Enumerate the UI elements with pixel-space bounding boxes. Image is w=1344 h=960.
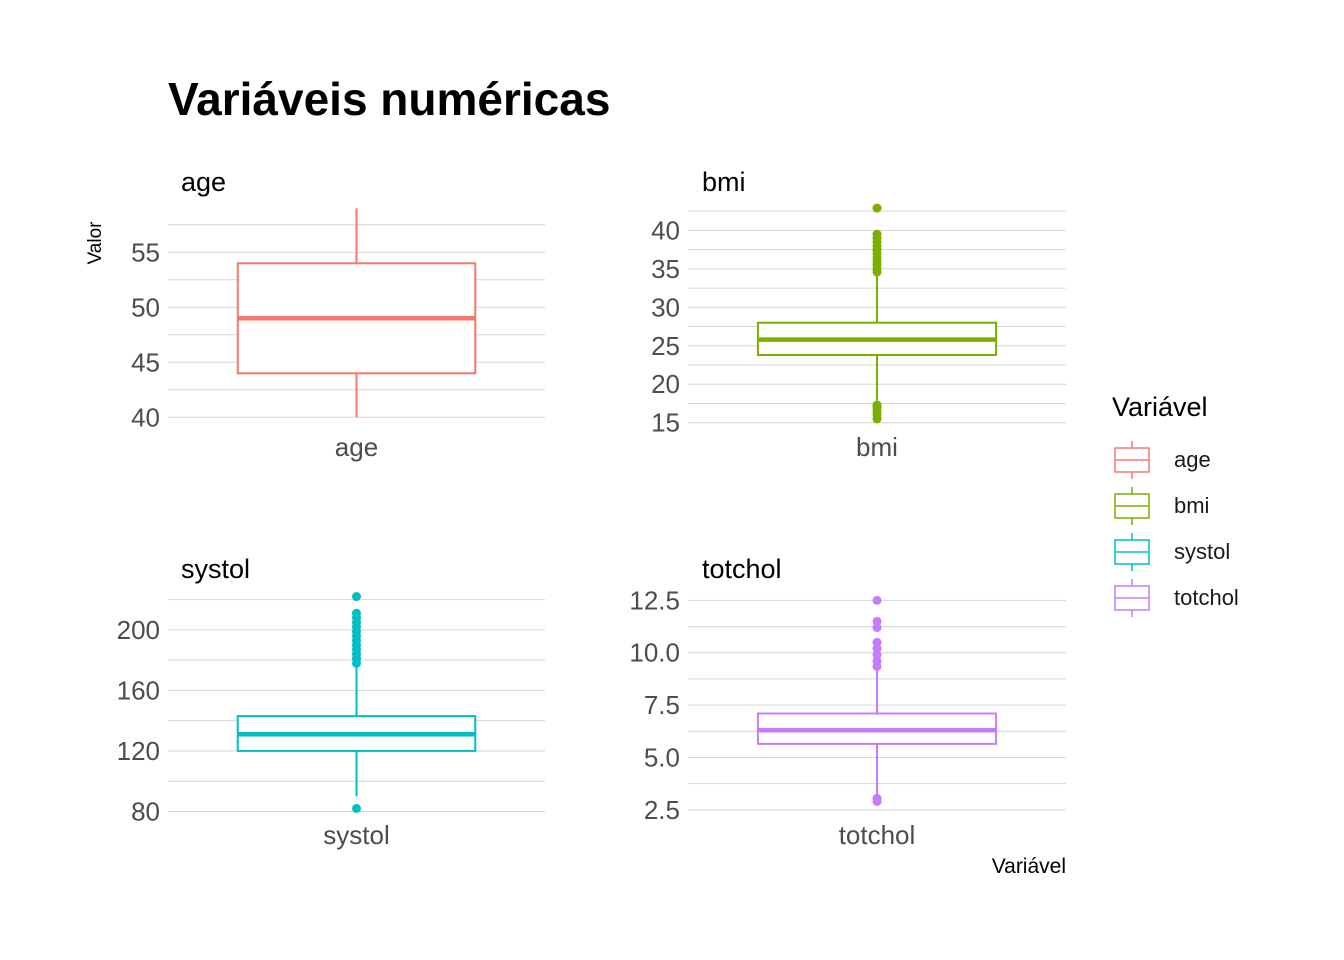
legend-label: totchol — [1174, 585, 1239, 610]
panel-title: bmi — [702, 167, 746, 197]
legend-key-age — [1114, 441, 1150, 479]
y-tick-label: 40 — [131, 402, 160, 432]
panel-title: totchol — [702, 554, 782, 584]
x-axis-label: Variável — [991, 855, 1066, 878]
outlier-point — [352, 608, 361, 618]
legend-label: age — [1174, 447, 1211, 472]
y-tick-label: 12.5 — [629, 585, 680, 615]
panel-totchol: totchol 2.5 5.0 7.5 10.0 12.5 totchol — [629, 554, 1066, 850]
outlier-point — [872, 623, 882, 633]
x-tick-label: totchol — [839, 820, 916, 850]
outlier-point — [872, 203, 882, 213]
x-tick-label: age — [335, 432, 378, 462]
outlier-point — [352, 592, 361, 602]
y-tick-label: 35 — [651, 254, 680, 284]
panel-bmi: bmi 15 20 25 30 35 40 bmi — [651, 167, 1066, 462]
panel-title: systol — [181, 554, 250, 584]
outlier-point — [872, 637, 882, 647]
panel-systol: systol 80 120 160 200 systol — [117, 554, 545, 850]
legend-key-totchol — [1114, 579, 1150, 617]
outlier-point — [872, 650, 882, 660]
legend-item-bmi: bmi — [1112, 483, 1239, 529]
outlier-point — [872, 793, 882, 803]
legend-title: Variável — [1112, 392, 1208, 422]
legend-key-systol — [1114, 533, 1150, 571]
y-tick-label: 50 — [131, 292, 160, 322]
outlier-point — [872, 616, 882, 626]
outlier-point — [872, 400, 882, 410]
legend-label: systol — [1174, 539, 1231, 564]
panel-age: age 40 45 50 55 age — [131, 167, 545, 462]
y-tick-label: 160 — [117, 675, 160, 705]
y-tick-label: 30 — [651, 292, 680, 322]
y-tick-label: 120 — [117, 736, 160, 766]
y-tick-label: 10.0 — [629, 638, 680, 668]
panel-title: age — [181, 167, 226, 197]
outlier-point — [872, 644, 882, 654]
y-tick-label: 55 — [131, 237, 160, 267]
legend-item-age: age — [1112, 437, 1239, 483]
legend-key-bmi — [1114, 487, 1150, 525]
y-tick-label: 25 — [651, 331, 680, 361]
outlier-point — [872, 595, 882, 605]
y-tick-label: 5.0 — [644, 742, 680, 772]
outlier-point — [352, 803, 361, 813]
y-tick-label: 80 — [131, 796, 160, 826]
y-tick-label: 40 — [651, 215, 680, 245]
outlier-point — [872, 229, 882, 239]
y-tick-label: 20 — [651, 369, 680, 399]
x-tick-label: bmi — [856, 432, 898, 462]
x-tick-label: systol — [323, 820, 389, 850]
legend-label: bmi — [1174, 493, 1210, 518]
legend-item-systol: systol — [1112, 529, 1239, 575]
y-tick-label: 2.5 — [644, 795, 680, 825]
y-tick-label: 200 — [117, 615, 160, 645]
outlier-point — [872, 656, 882, 666]
y-tick-label: 15 — [651, 408, 680, 438]
legend: Variável age bmi systol totchol — [1112, 392, 1239, 621]
y-tick-label: 7.5 — [644, 690, 680, 720]
legend-item-totchol: totchol — [1112, 575, 1239, 621]
chart-title: Variáveis numéricas — [168, 73, 611, 125]
y-tick-label: 45 — [131, 347, 160, 377]
